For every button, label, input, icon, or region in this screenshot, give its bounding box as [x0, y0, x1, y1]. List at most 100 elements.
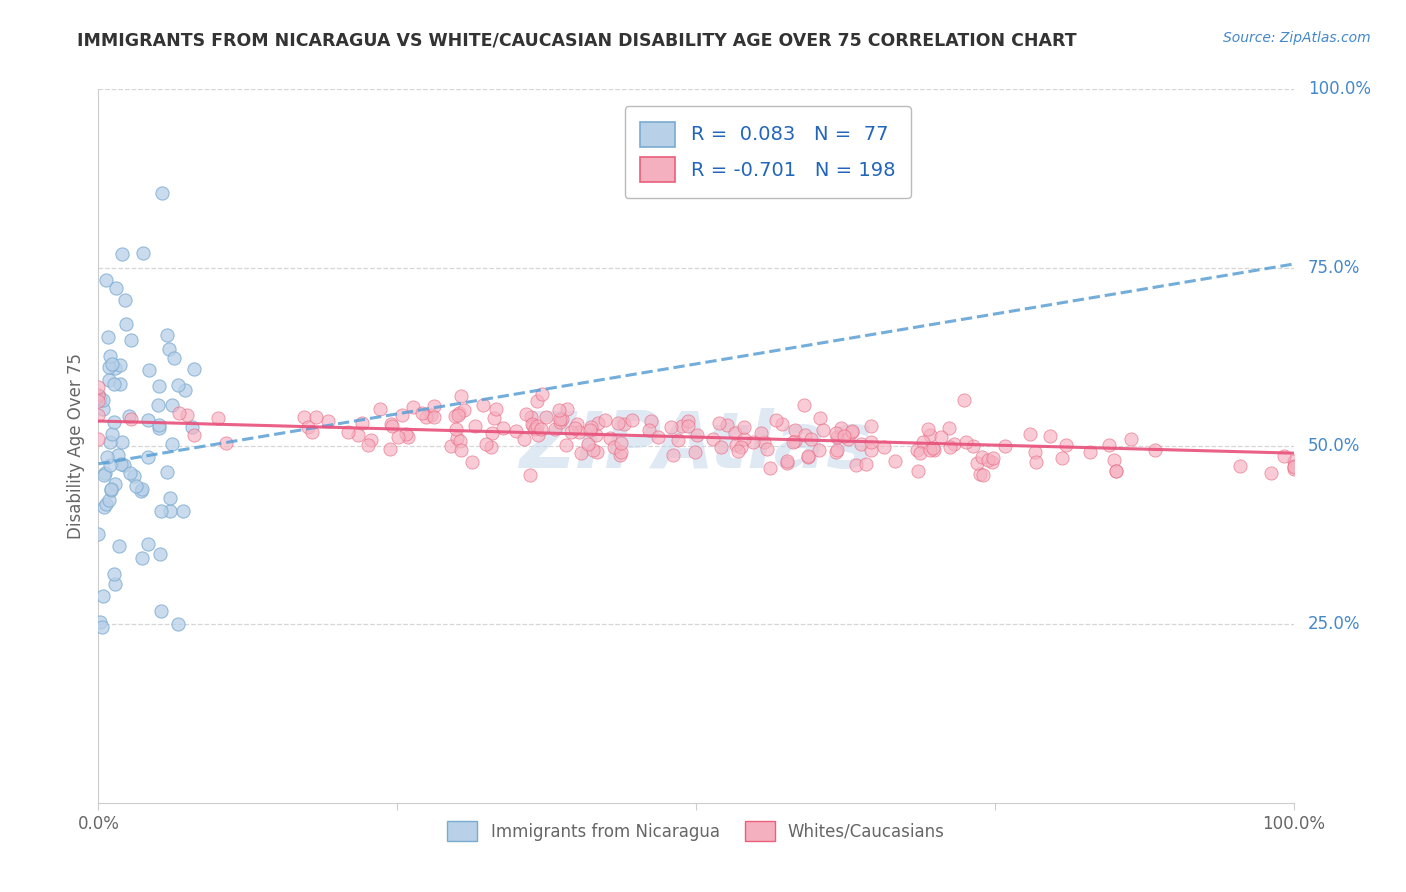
Point	[613, 417, 636, 431]
Point	[707, 416, 730, 430]
Point	[666, 433, 689, 447]
Point	[1019, 426, 1042, 441]
Point	[966, 456, 988, 470]
Point	[522, 418, 544, 433]
Point	[108, 539, 131, 553]
Point	[730, 440, 752, 454]
Point	[620, 412, 643, 426]
Point	[603, 440, 626, 454]
Point	[752, 435, 775, 450]
Point	[606, 416, 628, 430]
Point	[87, 388, 110, 402]
Point	[910, 446, 932, 460]
Point	[796, 450, 818, 465]
Point	[91, 620, 114, 634]
Text: 50.0%: 50.0%	[1308, 437, 1360, 455]
Point	[520, 410, 543, 425]
Point	[671, 418, 693, 433]
Point	[380, 417, 402, 432]
Point	[759, 460, 782, 475]
Point	[1078, 445, 1101, 459]
Point	[215, 436, 238, 450]
Point	[811, 423, 834, 437]
Point	[873, 440, 896, 454]
Point	[825, 445, 848, 459]
Point	[548, 412, 571, 426]
Point	[765, 413, 787, 427]
Point	[422, 399, 444, 413]
Point	[138, 363, 160, 377]
Point	[111, 247, 134, 261]
Point	[136, 412, 159, 426]
Point	[972, 468, 994, 483]
Point	[943, 436, 966, 450]
Point	[160, 437, 183, 451]
Point	[560, 425, 582, 439]
Point	[579, 423, 602, 437]
Point	[159, 491, 181, 505]
Point	[920, 442, 942, 457]
Point	[686, 428, 709, 442]
Point	[112, 458, 135, 472]
Point	[610, 445, 633, 459]
Point	[799, 432, 821, 446]
Point	[969, 467, 991, 481]
Point	[841, 425, 863, 439]
Point	[120, 412, 142, 426]
Point	[131, 551, 153, 566]
Point	[733, 432, 755, 446]
Point	[522, 417, 544, 431]
Point	[148, 547, 170, 561]
Point	[599, 431, 621, 445]
Point	[921, 442, 943, 456]
Point	[1119, 432, 1142, 446]
Point	[794, 428, 817, 442]
Point	[402, 401, 425, 415]
Point	[159, 504, 181, 518]
Point	[368, 402, 391, 417]
Point	[911, 434, 934, 449]
Point	[360, 434, 382, 448]
Point	[380, 442, 402, 456]
Point	[89, 392, 111, 407]
Text: ZIPAtlas: ZIPAtlas	[519, 408, 873, 484]
Point	[396, 429, 419, 443]
Point	[148, 417, 170, 432]
Point	[485, 402, 508, 417]
Point	[87, 527, 110, 541]
Point	[150, 604, 173, 618]
Point	[104, 281, 127, 295]
Point	[952, 393, 974, 408]
Point	[97, 359, 120, 374]
Text: IMMIGRANTS FROM NICARAGUA VS WHITE/CAUCASIAN DISABILITY AGE OVER 75 CORRELATION : IMMIGRANTS FROM NICARAGUA VS WHITE/CAUCA…	[77, 31, 1077, 49]
Point	[683, 445, 706, 459]
Point	[148, 379, 170, 393]
Point	[825, 426, 848, 441]
Point	[183, 428, 205, 442]
Point	[450, 442, 472, 457]
Point	[782, 434, 804, 449]
Point	[115, 318, 138, 332]
Point	[579, 419, 602, 434]
Point	[173, 383, 195, 397]
Point	[676, 419, 699, 434]
Point	[1282, 460, 1305, 475]
Point	[860, 435, 883, 450]
Point	[89, 615, 111, 629]
Point	[391, 409, 413, 423]
Point	[536, 410, 558, 425]
Point	[172, 503, 194, 517]
Point	[832, 429, 855, 443]
Point	[167, 407, 190, 421]
Point	[453, 403, 475, 417]
Point	[955, 435, 977, 450]
Point	[586, 416, 609, 430]
Point	[447, 406, 470, 420]
Point	[94, 466, 117, 480]
Point	[531, 387, 554, 401]
Point	[107, 448, 129, 462]
Point	[464, 419, 486, 434]
Point	[755, 442, 778, 456]
Point	[676, 414, 699, 428]
Point	[97, 330, 120, 344]
